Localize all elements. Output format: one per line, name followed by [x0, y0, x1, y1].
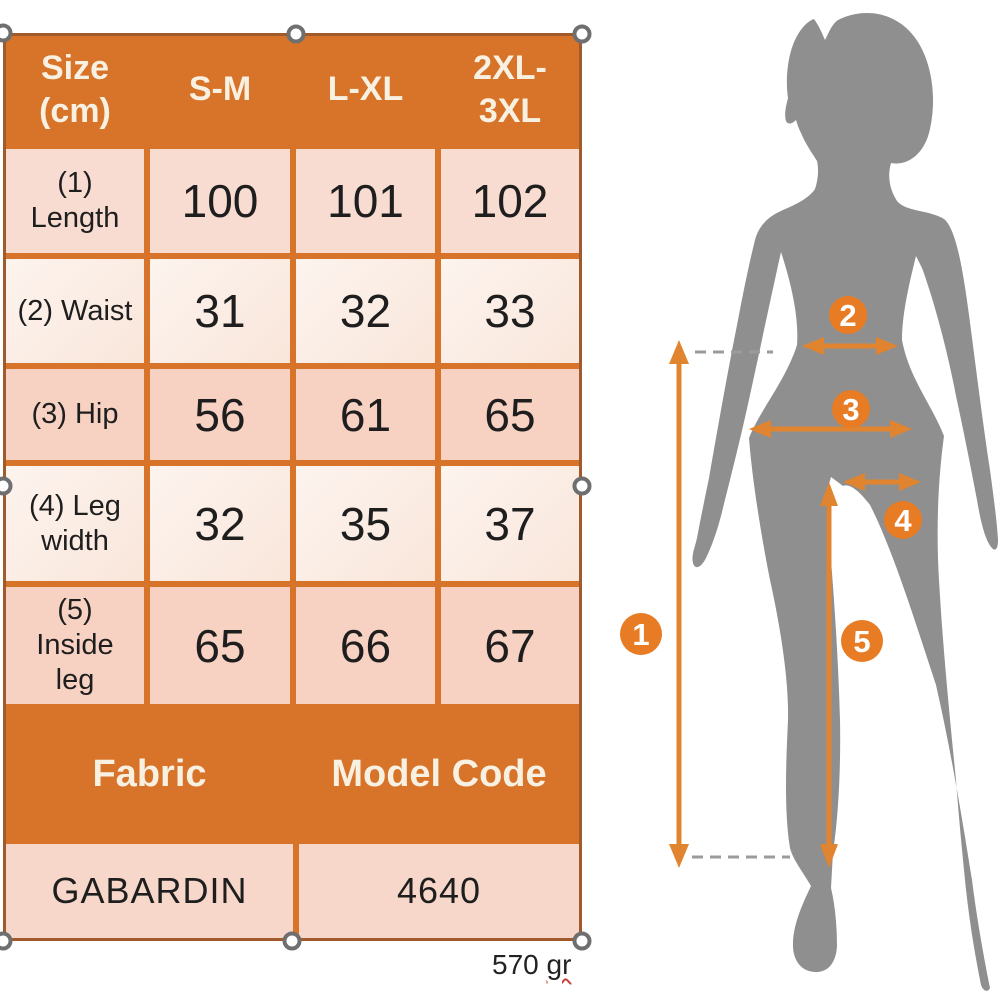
cell-hip-2xl3xl: 65: [441, 369, 579, 460]
svg-text:1: 1: [632, 617, 649, 652]
table-row-length: (1) Length 100 101 102: [6, 149, 579, 253]
row-label-hip: (3) Hip: [6, 369, 144, 460]
measurement-arrow-leg-width: [843, 473, 921, 491]
table-row-waist: (2) Waist 31 32 33: [6, 259, 579, 363]
svg-text:4: 4: [894, 503, 912, 538]
measurement-marker-3: 3: [832, 390, 870, 428]
cell-length-lxl: 101: [296, 149, 435, 253]
selection-handle-bottom-middle: [282, 931, 302, 951]
cell-waist-lxl: 32: [296, 259, 435, 363]
cell-inside-leg-2xl3xl: 67: [441, 587, 579, 704]
row-label-inside-leg: (5) Inside leg: [6, 587, 144, 704]
fabric-header: Fabric: [92, 752, 207, 795]
cell-length-sm: 100: [150, 149, 290, 253]
cell-inside-leg-sm: 65: [150, 587, 290, 704]
table-row-hip: (3) Hip 56 61 65: [6, 369, 579, 460]
cell-leg-width-sm: 32: [150, 466, 290, 581]
cell-leg-width-lxl: 35: [296, 466, 435, 581]
weight-note: 570 gr: [492, 949, 602, 981]
selection-handle-middle-left: [0, 476, 13, 496]
table-header-row: Size (cm) S-M L-XL 2XL- 3XL: [6, 36, 579, 143]
measurement-marker-2: 2: [829, 296, 867, 334]
size-table: Size (cm) S-M L-XL 2XL- 3XL (1) Length 1…: [3, 33, 582, 941]
measurement-arrow-length: [669, 340, 689, 868]
weight-value: 570: [492, 949, 539, 980]
measurement-marker-5: 5: [841, 620, 883, 662]
selection-handle-middle-right: [572, 476, 592, 496]
cell-length-2xl3xl: 102: [441, 149, 579, 253]
measurement-arrow-hip: [749, 420, 912, 438]
selection-handle-top-left: [0, 23, 13, 43]
measurement-figure: 1 2 3 4 5: [620, 13, 998, 991]
table-footer-header-row: Fabric Model Code: [6, 710, 579, 838]
column-header-sm: S-M: [188, 70, 252, 109]
cell-waist-2xl3xl: 33: [441, 259, 579, 363]
measurement-arrow-waist: [802, 337, 898, 355]
model-code-header: Model Code: [331, 752, 547, 795]
selection-handle-top-right: [572, 24, 592, 44]
row-label-length: (1) Length: [6, 149, 144, 253]
header-size-unit: Size (cm): [39, 49, 111, 130]
cell-waist-sm: 31: [150, 259, 290, 363]
selection-handle-bottom-left: [0, 931, 13, 951]
table-row-leg-width: (4) Leg width 32 35 37: [6, 466, 579, 581]
weight-unit: gr: [546, 949, 572, 980]
measurement-marker-4: 4: [884, 501, 922, 539]
svg-text:3: 3: [842, 392, 859, 427]
cell-hip-lxl: 61: [296, 369, 435, 460]
row-label-leg-width: (4) Leg width: [6, 466, 144, 581]
measurement-arrow-inside-leg: [820, 482, 838, 868]
fabric-value: GABARDIN: [6, 844, 293, 938]
table-footer-value-row: GABARDIN 4640: [6, 844, 579, 938]
table-row-inside-leg: (5) Inside leg 65 66 67: [6, 587, 579, 704]
woman-silhouette: [692, 13, 998, 991]
model-code-value: 4640: [299, 844, 579, 938]
selection-handle-bottom-right: [572, 931, 592, 951]
svg-text:2: 2: [839, 298, 856, 333]
column-header-2xl3xl: 2XL- 3XL: [473, 49, 547, 130]
cell-hip-sm: 56: [150, 369, 290, 460]
column-header-lxl: L-XL: [327, 70, 404, 109]
measurement-marker-1: 1: [620, 613, 662, 655]
row-label-waist: (2) Waist: [6, 259, 144, 363]
svg-text:5: 5: [853, 624, 870, 659]
cell-leg-width-2xl3xl: 37: [441, 466, 579, 581]
selection-handle-top-middle: [286, 24, 306, 44]
cell-inside-leg-lxl: 66: [296, 587, 435, 704]
